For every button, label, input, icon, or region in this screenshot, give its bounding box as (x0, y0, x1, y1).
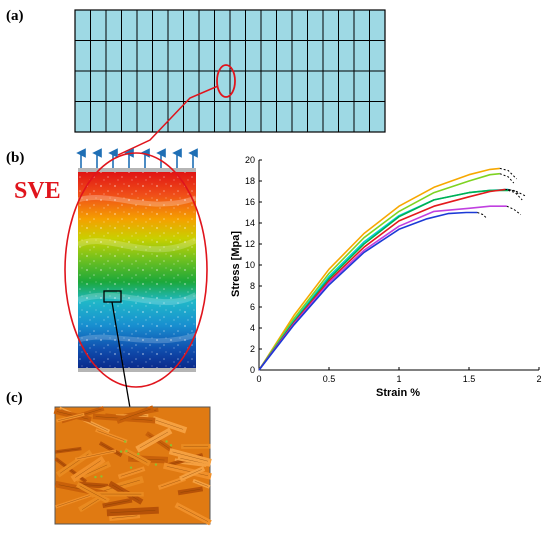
panel-label-b: (b) (6, 150, 25, 166)
sve-top-plate (78, 168, 196, 172)
x-tick-label: 0.5 (323, 374, 336, 384)
y-tick-label: 14 (245, 218, 255, 228)
sve-label: SVE (14, 178, 61, 204)
series-line-5 (258, 188, 506, 371)
fiber-mesh (74, 9, 386, 133)
sve-ellipse (64, 152, 208, 388)
chart-series (258, 167, 526, 371)
x-tick-label: 2 (536, 374, 541, 384)
series-line-2 (258, 172, 500, 371)
failure-tail-6 (506, 205, 522, 215)
failure-tail-4 (508, 189, 523, 201)
panel-label-a: (a) (6, 8, 24, 24)
zoom-connector-a (117, 85, 219, 156)
series-line-1 (258, 167, 500, 371)
failure-tail-5 (505, 188, 520, 196)
axis-lines (258, 160, 539, 371)
y-tick-label: 6 (250, 302, 255, 312)
sve-bottom-plate (78, 368, 196, 372)
y-tick-label: 18 (245, 176, 255, 186)
fiber-microstructure (53, 405, 212, 526)
sve-arrows (76, 148, 198, 168)
series-line-4 (258, 189, 509, 371)
series-line-6 (258, 205, 507, 371)
series-line-7 (258, 211, 478, 371)
y-tick-label: 8 (250, 281, 255, 291)
y-tick-label: 10 (245, 260, 255, 270)
x-axis-label: Strain % (376, 387, 420, 399)
y-tick-label: 4 (250, 323, 255, 333)
y-tick-label: 20 (245, 155, 255, 165)
y-tick-label: 12 (245, 239, 255, 249)
y-axis-label: Stress [Mpa] (230, 231, 242, 297)
y-tick-label: 16 (245, 197, 255, 207)
failure-tail-2 (499, 173, 515, 184)
x-tick-label: 1 (396, 374, 401, 384)
panel-label-c: (c) (6, 390, 23, 406)
y-tick-label: 2 (250, 344, 255, 354)
zoom-connector-b (111, 301, 131, 409)
x-tick-label: 0 (256, 374, 261, 384)
y-tick-label: 0 (250, 365, 255, 375)
failure-tail-1 (499, 167, 517, 180)
failure-tail-7 (477, 212, 488, 220)
selected-element-ellipse (216, 64, 236, 98)
x-tick-label: 1.5 (463, 374, 476, 384)
failure-tail-3 (508, 188, 526, 197)
series-line-3 (258, 188, 509, 371)
